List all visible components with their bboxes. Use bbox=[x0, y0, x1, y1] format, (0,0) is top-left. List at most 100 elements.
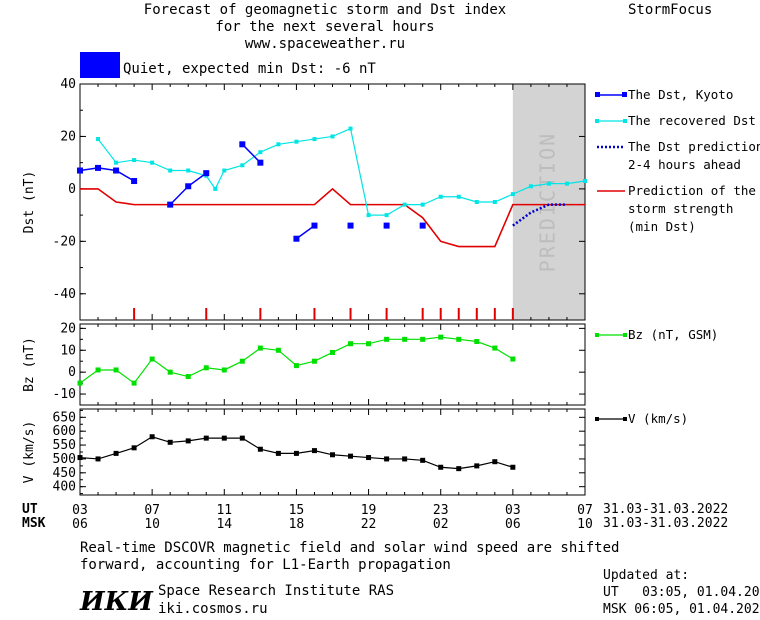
status-text: Quiet, expected min Dst: -6 nT bbox=[123, 61, 376, 77]
dst-kyoto-point bbox=[293, 235, 300, 242]
bz-point bbox=[311, 358, 317, 364]
legend-kyoto-label: The Dst, Kyoto bbox=[628, 87, 733, 102]
bz-point bbox=[203, 365, 209, 371]
bz-point bbox=[239, 358, 245, 364]
legend-kyoto-marker bbox=[622, 92, 627, 97]
ut-tick-label: 03 bbox=[72, 503, 88, 518]
speed-point bbox=[311, 448, 317, 454]
panel-frame-2 bbox=[79, 408, 586, 496]
ut-tick-label: 07 bbox=[577, 503, 593, 518]
legend-recovered-marker bbox=[623, 119, 627, 123]
bz-point bbox=[456, 336, 462, 342]
updated-ut: UT 03:05, 01.04.2022 bbox=[603, 585, 760, 600]
msk-tick-label: 14 bbox=[216, 517, 232, 532]
org-site[interactable]: iki.cosmos.ru bbox=[158, 601, 268, 617]
ut-range: 31.03-31.03.2022 bbox=[603, 502, 729, 517]
bz-point bbox=[438, 334, 444, 340]
bz-point bbox=[221, 367, 227, 373]
speed-point bbox=[203, 435, 209, 441]
speed-point bbox=[131, 445, 137, 451]
y-tick-label: 500 bbox=[53, 452, 76, 467]
dst-kyoto-point bbox=[113, 167, 120, 174]
recovered-dst-point bbox=[330, 134, 335, 139]
bz-point bbox=[330, 349, 335, 355]
y-tick-label: 10 bbox=[60, 343, 76, 358]
dst-kyoto-point bbox=[239, 141, 246, 148]
y-tick-label: 20 bbox=[60, 129, 76, 144]
msk-tick-label: 10 bbox=[577, 517, 593, 532]
recovered-dst-point bbox=[474, 200, 479, 204]
recovered-dst-point bbox=[114, 160, 119, 165]
legend-speed-marker bbox=[595, 417, 599, 421]
bz-point bbox=[95, 367, 101, 373]
bz-point bbox=[167, 369, 173, 375]
speed-point bbox=[167, 439, 173, 445]
ut-tick-label: 11 bbox=[216, 503, 232, 518]
ut-axis-label: UT bbox=[22, 502, 38, 517]
bz-point bbox=[402, 336, 408, 342]
title-line-3[interactable]: www.spaceweather.ru bbox=[244, 36, 406, 52]
y-tick-label: 650 bbox=[53, 410, 76, 425]
y-tick-label: 600 bbox=[53, 424, 76, 439]
speed-point bbox=[185, 438, 191, 444]
bz-point bbox=[257, 345, 263, 351]
msk-tick-label: 10 bbox=[144, 517, 160, 532]
speed-point bbox=[420, 457, 426, 463]
recovered-dst-point bbox=[384, 213, 389, 218]
recovered-dst-point bbox=[510, 192, 515, 197]
bz-point bbox=[275, 347, 281, 353]
org-name: Space Research Institute RAS bbox=[158, 583, 395, 599]
msk-axis-label: MSK bbox=[22, 516, 46, 531]
recovered-dst-point bbox=[258, 150, 263, 155]
y-tick-label: -10 bbox=[53, 387, 76, 402]
speed-point bbox=[438, 464, 444, 470]
speed-point bbox=[348, 453, 354, 459]
footer-note-1: Real-time DSCOVR magnetic field and sola… bbox=[80, 540, 620, 556]
speed-point bbox=[492, 459, 498, 465]
legend-recovered-label: The recovered Dst bbox=[628, 113, 756, 128]
recovered-dst-point bbox=[150, 160, 155, 165]
legend-kyoto-marker bbox=[595, 92, 600, 97]
series-dst-kyoto bbox=[79, 167, 135, 182]
msk-range: 31.03-31.03.2022 bbox=[603, 516, 729, 531]
msk-tick-label: 18 bbox=[289, 517, 305, 532]
speed-point bbox=[330, 452, 335, 458]
recovered-dst-point bbox=[528, 184, 533, 189]
prediction-label: PREDICTION bbox=[535, 132, 559, 272]
ut-tick-label: 19 bbox=[361, 503, 377, 518]
brand-label: StormFocus bbox=[628, 2, 713, 18]
recovered-dst-point bbox=[348, 126, 353, 131]
y-tick-label: 450 bbox=[53, 466, 76, 481]
speed-point bbox=[239, 435, 245, 441]
series-dst-kyoto bbox=[295, 224, 315, 240]
speed-point bbox=[366, 455, 372, 461]
recovered-dst-point bbox=[492, 200, 497, 204]
bz-point bbox=[348, 341, 354, 347]
y-tick-label: -20 bbox=[53, 234, 76, 249]
speed-point bbox=[77, 455, 83, 461]
bz-point bbox=[293, 363, 299, 369]
dst-kyoto-point bbox=[185, 183, 192, 190]
bz-point bbox=[510, 356, 516, 362]
msk-tick-label: 06 bbox=[72, 517, 88, 532]
y-tick-label: -40 bbox=[53, 287, 76, 302]
bz-point bbox=[492, 345, 498, 351]
speed-point bbox=[293, 450, 299, 456]
dst-kyoto-point bbox=[95, 164, 102, 171]
recovered-dst-point bbox=[294, 139, 299, 144]
legend-bz-marker bbox=[623, 333, 627, 337]
msk-tick-label: 06 bbox=[505, 517, 521, 532]
speed-point bbox=[221, 435, 227, 441]
ut-tick-label: 15 bbox=[289, 503, 305, 518]
bz-point bbox=[77, 380, 83, 386]
series-storm-strength bbox=[80, 187, 585, 248]
speed-point bbox=[95, 456, 101, 462]
y-axis-label-1: Bz (nT) bbox=[22, 337, 37, 392]
speed-point bbox=[275, 450, 281, 456]
series-dst-kyoto bbox=[241, 143, 261, 164]
series-dst-prediction bbox=[512, 203, 567, 227]
recovered-dst-point bbox=[420, 202, 425, 207]
recovered-dst-point bbox=[96, 137, 101, 142]
recovered-dst-point bbox=[240, 163, 245, 168]
recovered-dst-point bbox=[456, 194, 461, 199]
